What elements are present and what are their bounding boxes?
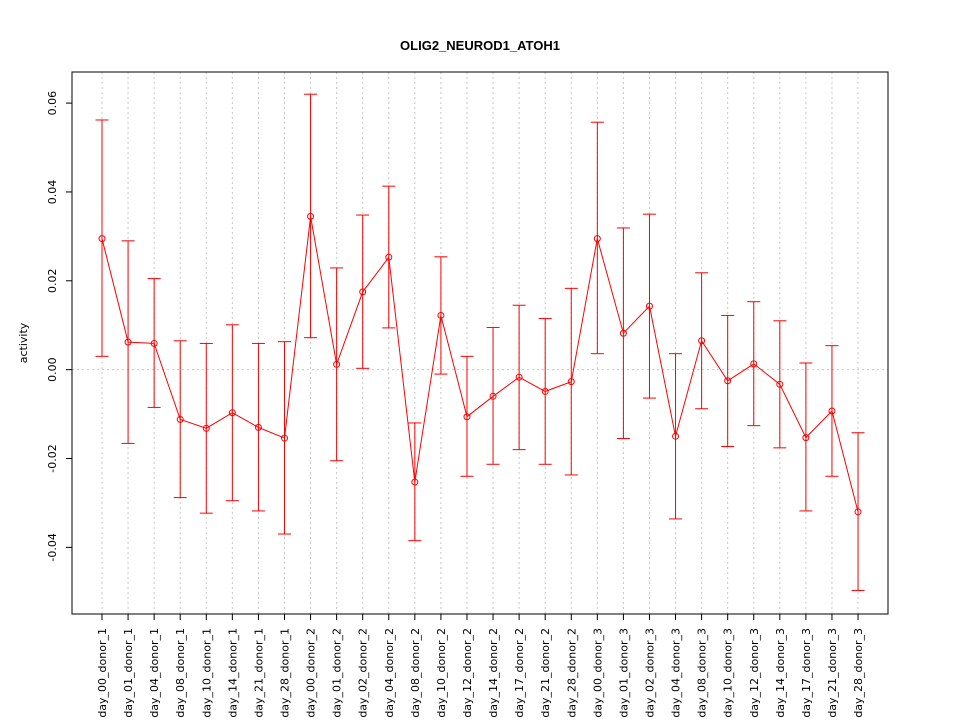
plot-frame bbox=[71, 71, 889, 615]
data-point bbox=[280, 434, 288, 442]
x-tick-label: day_04_donor_3 bbox=[670, 628, 683, 718]
x-tick-label: day_08_donor_3 bbox=[696, 628, 709, 718]
x-tick-label: day_21_donor_3 bbox=[826, 628, 839, 718]
x-tick-label: day_17_donor_3 bbox=[800, 628, 813, 718]
x-tick-label: day_14_donor_3 bbox=[774, 628, 787, 718]
data-point bbox=[333, 360, 341, 368]
x-tick-label: day_00_donor_2 bbox=[305, 628, 318, 718]
data-point bbox=[724, 377, 732, 385]
data-point bbox=[124, 338, 132, 346]
x-tick-label: day_01_donor_3 bbox=[617, 628, 630, 718]
x-tick-label: day_10_donor_2 bbox=[435, 628, 448, 718]
data-point bbox=[385, 253, 393, 261]
data-point bbox=[202, 424, 210, 432]
data-point bbox=[359, 288, 367, 296]
data-point bbox=[541, 387, 549, 395]
data-point bbox=[593, 235, 601, 243]
x-tick-label: day_01_donor_2 bbox=[331, 628, 344, 718]
x-tick-label: day_14_donor_2 bbox=[487, 628, 500, 718]
x-tick-label: day_14_donor_1 bbox=[226, 628, 239, 718]
x-tick-label: day_28_donor_3 bbox=[852, 628, 865, 718]
x-tick-label: day_12_donor_2 bbox=[461, 628, 474, 718]
data-point bbox=[228, 409, 236, 417]
y-tick-label: -0.02 bbox=[46, 444, 59, 472]
x-tick-label: day_10_donor_1 bbox=[200, 628, 213, 718]
data-point bbox=[567, 378, 575, 386]
x-tick-label: day_02_donor_3 bbox=[643, 628, 656, 718]
x-tick-label: day_08_donor_2 bbox=[409, 628, 422, 718]
data-point bbox=[672, 432, 680, 440]
x-tick-label: day_28_donor_1 bbox=[278, 628, 291, 718]
x-tick-label: day_21_donor_1 bbox=[252, 628, 265, 718]
series-line bbox=[101, 216, 859, 512]
grid bbox=[72, 72, 888, 614]
data-point bbox=[463, 413, 471, 421]
data-point bbox=[411, 478, 419, 486]
x-tick-label: day_21_donor_2 bbox=[539, 628, 552, 718]
data-point bbox=[176, 415, 184, 423]
x-tick-label: day_00_donor_1 bbox=[96, 628, 109, 718]
data-point bbox=[828, 407, 836, 415]
x-tick-label: day_04_donor_1 bbox=[148, 628, 161, 718]
x-tick-label: day_10_donor_3 bbox=[722, 628, 735, 718]
data-point bbox=[98, 235, 106, 243]
y-axis: -0.04 -0.02 0.00 0.02 0.04 0.06 bbox=[46, 91, 73, 562]
data-point bbox=[802, 434, 810, 442]
y-tick-label: 0.06 bbox=[46, 91, 59, 116]
data-point bbox=[437, 311, 445, 319]
series-layer bbox=[95, 93, 865, 591]
x-tick-label: day_02_donor_2 bbox=[357, 628, 370, 718]
data-point bbox=[489, 392, 497, 400]
data-point bbox=[619, 329, 627, 337]
data-point bbox=[750, 360, 758, 368]
data-point bbox=[150, 339, 158, 347]
data-point bbox=[854, 508, 862, 516]
x-axis: day_00_donor_1 day_01_donor_1 day_04_donor… bbox=[96, 613, 865, 718]
x-tick-label: day_00_donor_3 bbox=[591, 628, 604, 718]
x-tick-label: day_12_donor_3 bbox=[748, 628, 761, 718]
y-tick-label: 0.02 bbox=[46, 269, 59, 294]
data-point bbox=[698, 337, 706, 345]
data-point bbox=[307, 212, 315, 220]
x-tick-label: day_04_donor_2 bbox=[383, 628, 396, 718]
data-point bbox=[515, 373, 523, 381]
y-axis-label: activity bbox=[17, 322, 30, 363]
y-tick-label: 0.04 bbox=[46, 180, 59, 205]
data-point bbox=[776, 380, 784, 388]
data-point bbox=[645, 302, 653, 310]
y-tick-label: -0.04 bbox=[46, 533, 59, 561]
data-point bbox=[254, 423, 262, 431]
x-tick-label: day_08_donor_1 bbox=[174, 628, 187, 718]
x-tick-label: day_01_donor_1 bbox=[122, 628, 135, 718]
chart-title: OLIG2_NEUROD1_ATOH1 bbox=[400, 38, 560, 53]
y-tick-label: 0.00 bbox=[46, 357, 59, 382]
x-tick-label: day_28_donor_2 bbox=[565, 628, 578, 718]
x-tick-label: day_17_donor_2 bbox=[513, 628, 526, 718]
